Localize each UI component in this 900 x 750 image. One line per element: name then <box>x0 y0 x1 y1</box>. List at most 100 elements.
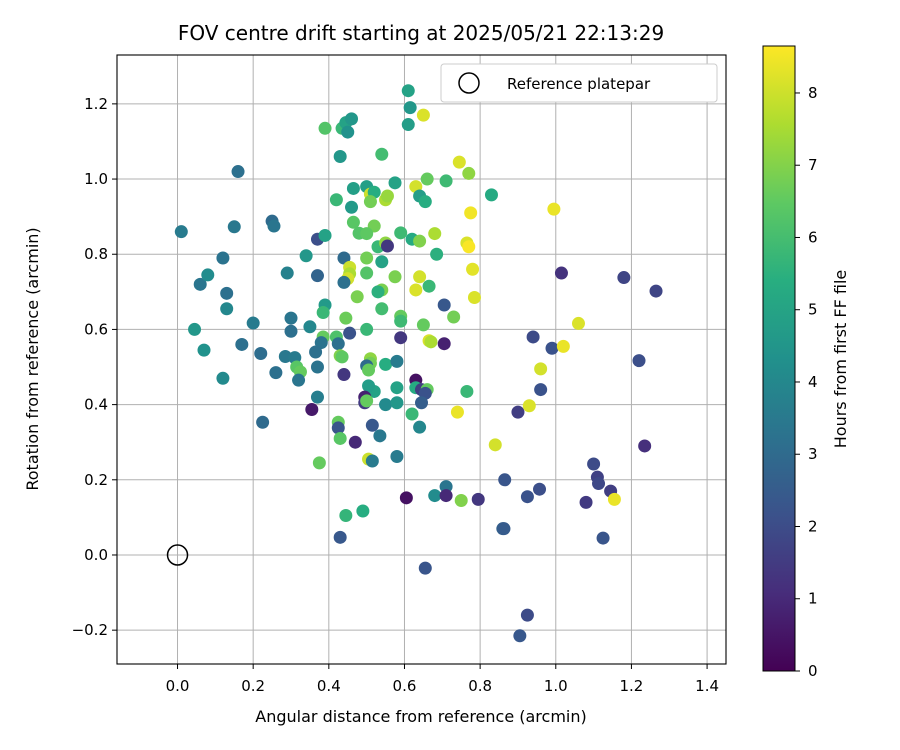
data-point <box>534 362 548 376</box>
data-point <box>522 399 536 413</box>
data-point <box>413 270 427 284</box>
data-point <box>497 522 511 536</box>
data-point <box>511 405 525 419</box>
data-point <box>571 316 585 330</box>
data-point <box>462 166 476 180</box>
data-point <box>360 266 374 280</box>
data-point <box>415 396 428 410</box>
data-point <box>394 226 408 240</box>
data-point <box>401 118 415 132</box>
colorbar-gradient <box>762 45 796 672</box>
data-point <box>437 298 451 312</box>
colorbar-tick-label: 6 <box>808 228 818 246</box>
data-point <box>329 193 343 207</box>
y-tick-label: 0.6 <box>84 320 108 338</box>
data-point <box>545 341 559 355</box>
data-point <box>365 454 379 468</box>
data-point <box>390 396 404 410</box>
legend: Reference platepar <box>440 63 718 103</box>
data-point <box>534 383 548 397</box>
data-point <box>363 195 377 209</box>
data-point <box>360 394 374 408</box>
data-point <box>312 456 326 470</box>
data-point <box>418 561 432 575</box>
colorbar-tick-label: 8 <box>808 84 818 102</box>
colorbar-ticks: 0 1 2 3 4 5 6 7 8 <box>795 84 818 680</box>
data-point <box>220 286 234 300</box>
data-point <box>284 324 298 338</box>
data-point <box>360 227 374 241</box>
colorbar-tick-label: 3 <box>808 445 818 463</box>
data-point <box>267 219 281 233</box>
colorbar-tick-label: 7 <box>808 156 818 174</box>
data-point <box>420 172 434 186</box>
data-point <box>467 290 481 304</box>
data-point <box>360 322 374 336</box>
data-point <box>331 337 345 351</box>
data-point <box>310 269 324 283</box>
data-point <box>341 125 355 139</box>
data-point <box>471 492 485 506</box>
data-point <box>365 418 379 432</box>
data-point <box>318 121 332 135</box>
x-tick-label: 0.4 <box>317 677 341 695</box>
x-axis-label: Angular distance from reference (arcmin) <box>255 707 586 726</box>
data-point <box>220 302 234 316</box>
data-point <box>409 283 423 297</box>
data-point <box>356 504 370 518</box>
colorbar-tick-label: 0 <box>808 662 818 680</box>
data-point <box>314 336 328 350</box>
data-point <box>439 174 453 188</box>
data-point <box>348 435 362 449</box>
plot-frame <box>116 54 727 665</box>
data-point <box>375 147 389 161</box>
data-point <box>452 155 466 169</box>
data-point <box>437 337 451 351</box>
data-point <box>488 438 502 452</box>
x-tick-label: 0.8 <box>468 677 492 695</box>
colorbar: 0 1 2 3 4 5 6 7 8 Hours from first FF file <box>762 45 850 680</box>
data-point <box>554 266 568 280</box>
data-point <box>345 112 359 126</box>
x-tick-label: 0.2 <box>241 677 265 695</box>
data-point <box>484 188 498 202</box>
data-point <box>299 249 313 263</box>
data-point <box>216 371 230 385</box>
data-point <box>235 337 249 351</box>
data-point <box>375 255 389 269</box>
data-point <box>460 384 474 398</box>
data-point <box>188 322 202 336</box>
data-point <box>362 379 376 393</box>
colorbar-label: Hours from first FF file <box>831 270 850 449</box>
x-axis: 0.0 0.2 0.4 0.6 0.8 1.0 1.2 1.4 <box>166 664 719 695</box>
colorbar-tick-label: 1 <box>808 590 818 608</box>
data-point <box>416 318 430 332</box>
x-tick-label: 0.0 <box>166 677 190 695</box>
data-point <box>227 220 241 234</box>
data-point <box>278 349 292 363</box>
data-point <box>316 306 330 320</box>
data-point <box>371 285 385 299</box>
data-point <box>246 316 260 330</box>
data-point <box>428 227 442 241</box>
data-point <box>416 108 430 122</box>
data-point <box>556 339 570 353</box>
data-point <box>256 415 270 429</box>
data-point <box>333 530 347 544</box>
x-tick-label: 1.0 <box>544 677 568 695</box>
data-point <box>401 84 415 98</box>
data-point <box>343 326 357 340</box>
data-point <box>360 251 374 265</box>
data-point <box>520 608 534 622</box>
data-point <box>335 350 349 364</box>
data-point <box>422 279 436 293</box>
data-point <box>379 357 393 371</box>
data-point <box>649 284 663 298</box>
data-point <box>547 202 561 216</box>
data-point <box>498 473 512 487</box>
chart-title: FOV centre drift starting at 2025/05/21 … <box>178 21 664 45</box>
data-point <box>533 482 547 496</box>
y-axis-label: Rotation from reference (arcmin) <box>23 227 42 490</box>
data-point <box>337 251 351 265</box>
